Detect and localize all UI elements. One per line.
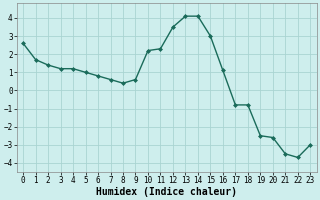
- X-axis label: Humidex (Indice chaleur): Humidex (Indice chaleur): [96, 186, 237, 197]
